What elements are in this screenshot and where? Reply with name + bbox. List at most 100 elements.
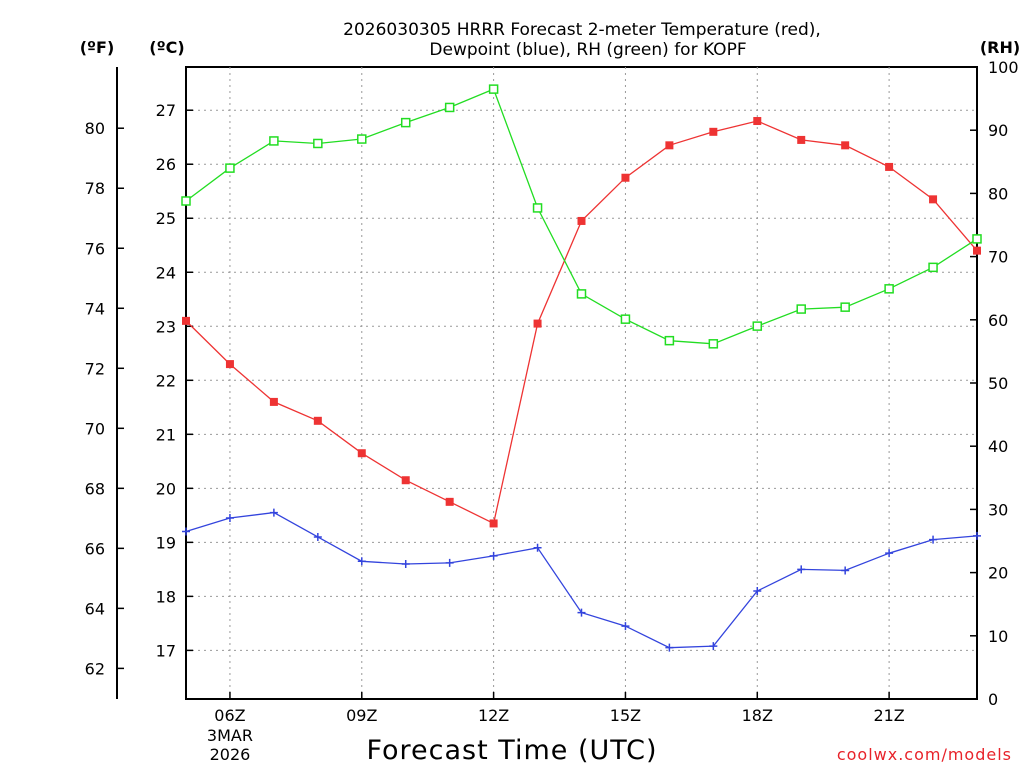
temperature-point bbox=[401, 476, 410, 485]
celsius-tick-label: 21 bbox=[156, 425, 176, 444]
fahrenheit-tick-label: 64 bbox=[85, 599, 105, 618]
celsius-tick-label: 27 bbox=[156, 101, 176, 120]
fahrenheit-tick-label: 80 bbox=[85, 119, 105, 138]
fahrenheit-tick-label: 70 bbox=[85, 419, 105, 438]
rh-point bbox=[488, 84, 499, 94]
rh-tick-label: 30 bbox=[988, 500, 1008, 519]
dewpoint-point bbox=[269, 508, 278, 517]
dewpoint-point bbox=[357, 557, 366, 566]
rh-point bbox=[752, 321, 763, 331]
temperature-point bbox=[665, 141, 674, 150]
rh-point bbox=[181, 196, 191, 206]
temperature-point bbox=[577, 216, 586, 225]
rh-tick-label: 60 bbox=[988, 311, 1008, 330]
celsius-tick-label: 22 bbox=[156, 371, 176, 390]
temperature-point bbox=[182, 316, 190, 325]
x-tick-label: 15Z bbox=[610, 706, 641, 725]
dewpoint-point bbox=[445, 558, 454, 567]
temperature-point bbox=[621, 173, 630, 182]
temperature-point bbox=[885, 162, 894, 171]
rh-tick-label: 90 bbox=[988, 121, 1008, 140]
dewpoint-point bbox=[577, 608, 586, 617]
rh-tick-label: 10 bbox=[988, 627, 1008, 646]
rh-tick-label: 70 bbox=[988, 248, 1008, 267]
rh-point bbox=[796, 304, 806, 314]
dewpoint-point bbox=[885, 549, 894, 558]
rh-point bbox=[620, 314, 631, 324]
rh-point bbox=[928, 262, 938, 273]
x-tick-year-label: 2026 bbox=[210, 745, 251, 764]
fahrenheit-tick-label: 66 bbox=[85, 539, 105, 558]
rh-point bbox=[357, 134, 367, 144]
x-axis-label: Forecast Time (UTC) bbox=[366, 735, 657, 766]
rh-line bbox=[185, 88, 978, 345]
temperature-point bbox=[225, 360, 234, 369]
dewpoint-point bbox=[533, 543, 542, 552]
x-tick-date-label: 3MAR bbox=[207, 726, 253, 745]
temperature-point bbox=[357, 449, 366, 458]
rh-point bbox=[840, 302, 850, 312]
dewpoint-point bbox=[225, 514, 234, 523]
rh-point bbox=[444, 102, 455, 113]
fahrenheit-tick-label: 72 bbox=[85, 359, 105, 378]
dewpoint-point bbox=[182, 527, 190, 536]
chart-title-line1: 2026030305 HRRR Forecast 2-meter Tempera… bbox=[343, 20, 821, 40]
celsius-tick-label: 20 bbox=[156, 479, 176, 498]
temperature-line bbox=[185, 120, 978, 525]
data-series bbox=[181, 84, 982, 652]
chart-title-line2: Dewpoint (blue), RH (green) for KOPF bbox=[429, 40, 746, 60]
dewpoint-point bbox=[841, 566, 850, 575]
rh-point bbox=[225, 163, 235, 173]
temperature-point bbox=[709, 127, 718, 136]
temperature-point bbox=[841, 141, 850, 150]
dewpoint-point bbox=[489, 551, 498, 560]
dewpoint-point bbox=[621, 622, 630, 631]
celsius-tick-label: 26 bbox=[156, 155, 176, 174]
temperature-point bbox=[797, 135, 806, 144]
dewpoint-point bbox=[797, 565, 806, 574]
rh-point bbox=[313, 138, 323, 149]
rh-point bbox=[664, 335, 675, 346]
dewpoint-point bbox=[709, 642, 718, 651]
x-tick-label: 18Z bbox=[742, 706, 773, 725]
rh-point bbox=[269, 136, 279, 146]
celsius-tick-label: 17 bbox=[156, 641, 176, 660]
rh-point bbox=[972, 234, 982, 244]
fahrenheit-tick-label: 76 bbox=[85, 239, 105, 258]
rh-point bbox=[532, 203, 543, 213]
celsius-tick-label: 18 bbox=[156, 587, 176, 606]
x-tick-label: 06Z bbox=[214, 706, 245, 725]
rh-point bbox=[708, 339, 719, 349]
credit-link[interactable]: coolwx.com/models bbox=[837, 745, 1012, 764]
dewpoint-point bbox=[401, 559, 410, 568]
fahrenheit-tick-label: 68 bbox=[85, 479, 105, 498]
celsius-unit-label: (ºC) bbox=[149, 38, 184, 57]
rh-tick-label: 0 bbox=[988, 690, 998, 709]
rh-tick-label: 100 bbox=[988, 58, 1019, 77]
x-tick-label: 09Z bbox=[346, 706, 377, 725]
dewpoint-point bbox=[973, 531, 981, 540]
grid-lines bbox=[186, 67, 977, 699]
rh-unit-label: (RH) bbox=[980, 38, 1020, 57]
temperature-point bbox=[929, 195, 938, 204]
temperature-point bbox=[313, 416, 322, 425]
dewpoint-point bbox=[313, 532, 322, 541]
x-tick-label: 21Z bbox=[873, 706, 904, 725]
celsius-tick-label: 19 bbox=[156, 533, 176, 552]
rh-tick-label: 20 bbox=[988, 564, 1008, 583]
temperature-point bbox=[533, 319, 542, 328]
temperature-point bbox=[269, 397, 278, 406]
temperature-point bbox=[753, 117, 762, 126]
celsius-tick-label: 24 bbox=[156, 263, 176, 282]
rh-point bbox=[884, 284, 894, 294]
fahrenheit-unit-label: (ºF) bbox=[80, 38, 115, 57]
fahrenheit-tick-label: 62 bbox=[85, 659, 105, 678]
temperature-point bbox=[489, 519, 498, 528]
plot-frame bbox=[185, 66, 978, 700]
dewpoint-line bbox=[185, 511, 978, 649]
dewpoint-point bbox=[665, 643, 674, 652]
celsius-tick-label: 23 bbox=[156, 317, 176, 336]
rh-point bbox=[400, 117, 411, 128]
rh-tick-label: 40 bbox=[988, 437, 1008, 456]
